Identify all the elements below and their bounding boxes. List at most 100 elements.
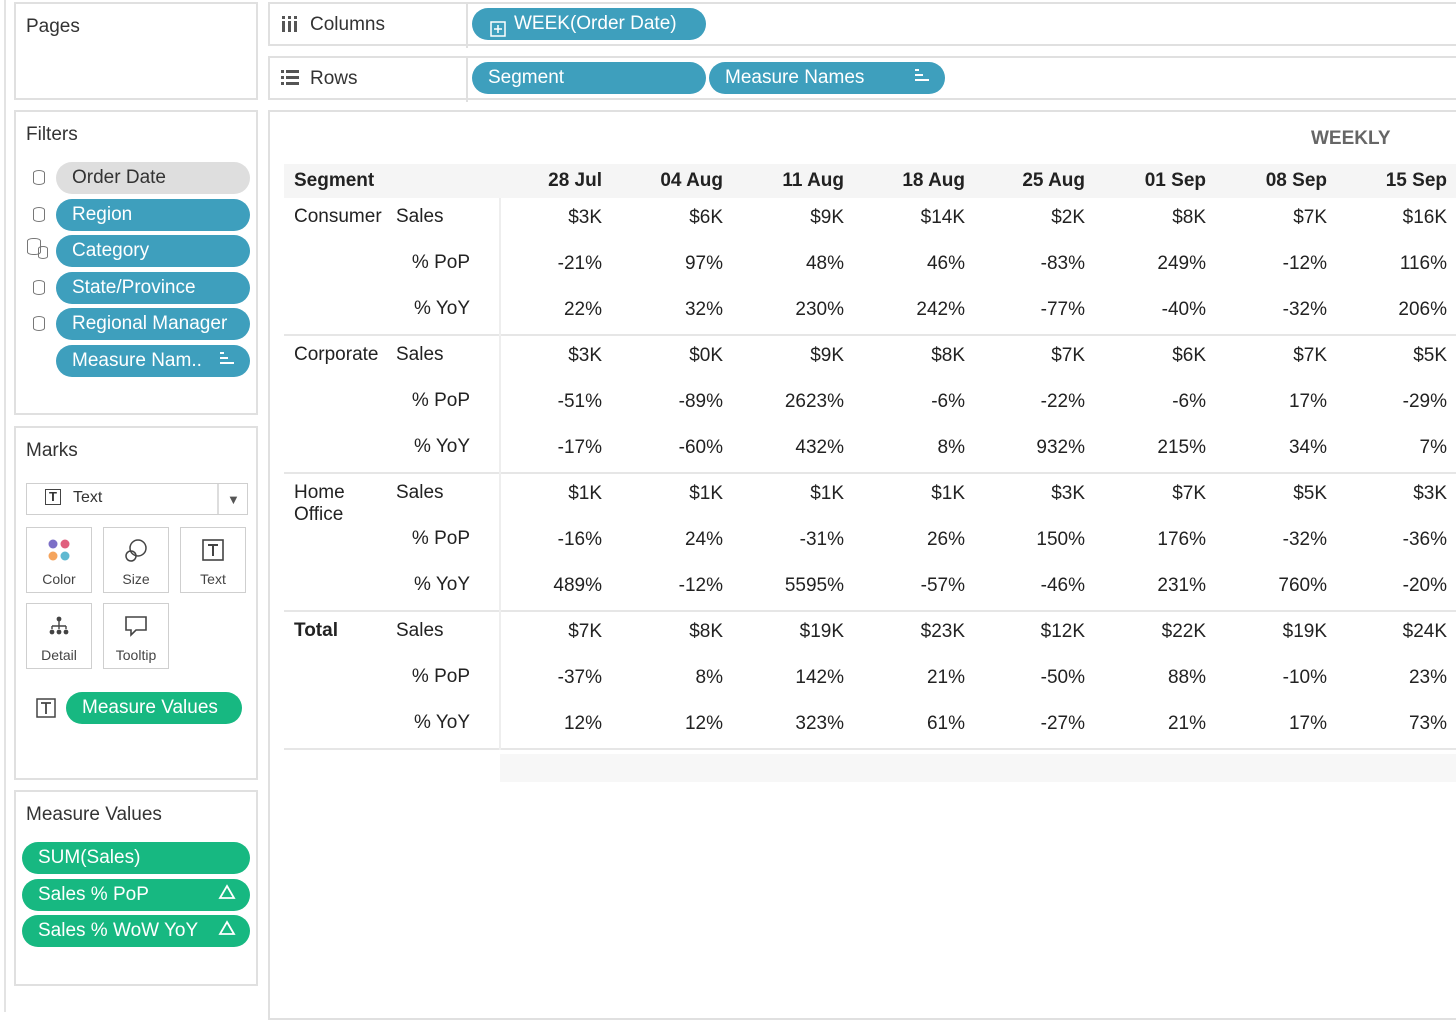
table-cell[interactable]: 32%	[684, 299, 723, 320]
column-header[interactable]: 25 Aug	[1022, 170, 1085, 191]
table-cell[interactable]: 5595%	[784, 575, 844, 596]
table-cell[interactable]: $16K	[1402, 207, 1447, 228]
table-cell[interactable]: $23K	[920, 621, 965, 642]
filter-pill-order-date[interactable]: Order Date	[56, 162, 250, 194]
measure-pill-sales-pop[interactable]: Sales % PoP	[22, 879, 250, 911]
table-cell[interactable]: $19K	[1282, 621, 1327, 642]
table-cell[interactable]: 97%	[684, 253, 723, 274]
table-cell[interactable]: -17%	[557, 437, 602, 458]
table-cell[interactable]: -10%	[1282, 667, 1327, 688]
table-cell[interactable]: 2623%	[784, 391, 844, 412]
marks-size-button[interactable]: Size	[103, 527, 169, 593]
table-cell[interactable]: $1K	[568, 483, 602, 504]
table-cell[interactable]: 26%	[926, 529, 965, 550]
table-cell[interactable]: 17%	[1288, 713, 1327, 734]
column-header[interactable]: 18 Aug	[902, 170, 965, 191]
table-cell[interactable]: 23%	[1408, 667, 1447, 688]
rows-pill-segment[interactable]: Segment	[472, 62, 706, 94]
table-cell[interactable]: $1K	[810, 483, 844, 504]
table-cell[interactable]: $7K	[1172, 483, 1206, 504]
filter-pill-state[interactable]: State/Province	[56, 272, 250, 304]
table-cell[interactable]: 8%	[937, 437, 965, 458]
table-cell[interactable]: 61%	[926, 713, 965, 734]
table-cell[interactable]: -57%	[920, 575, 965, 596]
view-canvas[interactable]: WEEKLY Segment 28 Jul 04 Aug 11 Aug 18 Aug 2…	[268, 110, 1456, 1020]
table-cell[interactable]: -40%	[1161, 299, 1206, 320]
marks-color-button[interactable]: Color	[26, 527, 92, 593]
column-header[interactable]: 11 Aug	[782, 170, 844, 191]
measure-pill-sum-sales[interactable]: SUM(Sales)	[22, 842, 250, 874]
table-cell[interactable]: 489%	[553, 575, 602, 596]
table-cell[interactable]: 116%	[1399, 253, 1447, 274]
filter-pill-measure-names[interactable]: Measure Nam..	[56, 345, 250, 377]
table-cell[interactable]: $6K	[1172, 345, 1206, 366]
table-cell[interactable]: -83%	[1040, 253, 1085, 274]
columns-pill-week-order-date[interactable]: WEEK(Order Date)	[472, 8, 706, 40]
table-cell[interactable]: $0K	[689, 345, 723, 366]
table-cell[interactable]: 73%	[1408, 713, 1447, 734]
table-cell[interactable]: 21%	[1167, 713, 1206, 734]
table-cell[interactable]: $2K	[1051, 207, 1085, 228]
table-cell[interactable]: -89%	[678, 391, 723, 412]
column-header[interactable]: 04 Aug	[660, 170, 723, 191]
table-cell[interactable]: $3K	[1051, 483, 1085, 504]
table-cell[interactable]: 142%	[795, 667, 844, 688]
table-cell[interactable]: $7K	[1051, 345, 1085, 366]
column-header[interactable]: 01 Sep	[1144, 170, 1206, 191]
pages-card[interactable]: Pages	[14, 2, 258, 100]
table-cell[interactable]: -12%	[678, 575, 723, 596]
table-cell[interactable]: -29%	[1402, 391, 1447, 412]
table-cell[interactable]: 215%	[1157, 437, 1206, 458]
table-cell[interactable]: -77%	[1040, 299, 1085, 320]
table-cell[interactable]: $8K	[689, 621, 723, 642]
table-cell[interactable]: $7K	[568, 621, 602, 642]
table-cell[interactable]: $7K	[1293, 207, 1327, 228]
table-cell[interactable]: $3K	[1413, 483, 1447, 504]
table-cell[interactable]: 21%	[926, 667, 965, 688]
table-cell[interactable]: -6%	[931, 391, 965, 412]
table-cell[interactable]: 432%	[795, 437, 844, 458]
table-cell[interactable]: $8K	[931, 345, 965, 366]
table-cell[interactable]: 17%	[1288, 391, 1327, 412]
table-cell[interactable]: 24%	[684, 529, 723, 550]
table-cell[interactable]: 230%	[795, 299, 844, 320]
table-cell[interactable]: $1K	[931, 483, 965, 504]
table-cell[interactable]: $3K	[568, 207, 602, 228]
table-cell[interactable]: -12%	[1282, 253, 1327, 274]
table-cell[interactable]: 249%	[1157, 253, 1206, 274]
table-cell[interactable]: $1K	[689, 483, 723, 504]
table-cell[interactable]: $24K	[1402, 621, 1447, 642]
marks-detail-button[interactable]: Detail	[26, 603, 92, 669]
table-cell[interactable]: 46%	[926, 253, 965, 274]
table-cell[interactable]: $22K	[1161, 621, 1206, 642]
table-cell[interactable]: 231%	[1157, 575, 1206, 596]
table-cell[interactable]: -50%	[1040, 667, 1085, 688]
column-header[interactable]: 08 Sep	[1265, 170, 1327, 191]
measure-values-card[interactable]: Measure Values SUM(Sales) Sales % PoP Sa…	[14, 790, 258, 986]
table-cell[interactable]: $9K	[810, 207, 844, 228]
table-cell[interactable]: $9K	[810, 345, 844, 366]
table-cell[interactable]: $19K	[799, 621, 844, 642]
table-cell[interactable]: 760%	[1278, 575, 1327, 596]
table-cell[interactable]: 88%	[1167, 667, 1206, 688]
filters-card[interactable]: Filters Order Date Region Category State…	[14, 110, 258, 415]
table-cell[interactable]: -51%	[557, 391, 602, 412]
table-cell[interactable]: 34%	[1288, 437, 1327, 458]
table-cell[interactable]: 932%	[1036, 437, 1085, 458]
table-cell[interactable]: $7K	[1293, 345, 1327, 366]
table-cell[interactable]: 323%	[795, 713, 844, 734]
columns-shelf[interactable]: Columns WEEK(Order Date)	[268, 2, 1456, 48]
table-cell[interactable]: -21%	[557, 253, 602, 274]
filter-pill-region[interactable]: Region	[56, 199, 250, 231]
table-cell[interactable]: 22%	[563, 299, 602, 320]
table-cell[interactable]: -16%	[557, 529, 602, 550]
table-cell[interactable]: 48%	[805, 253, 844, 274]
table-cell[interactable]: $14K	[920, 207, 965, 228]
filter-pill-category[interactable]: Category	[56, 235, 250, 267]
mark-type-dropdown[interactable]: T Text ▼	[26, 483, 248, 515]
marks-text-button[interactable]: Text	[180, 527, 246, 593]
table-cell[interactable]: $8K	[1172, 207, 1206, 228]
table-cell[interactable]: -32%	[1282, 299, 1327, 320]
marks-card[interactable]: Marks T Text ▼ Color Size Text Detail To…	[14, 426, 258, 780]
table-cell[interactable]: $3K	[568, 345, 602, 366]
